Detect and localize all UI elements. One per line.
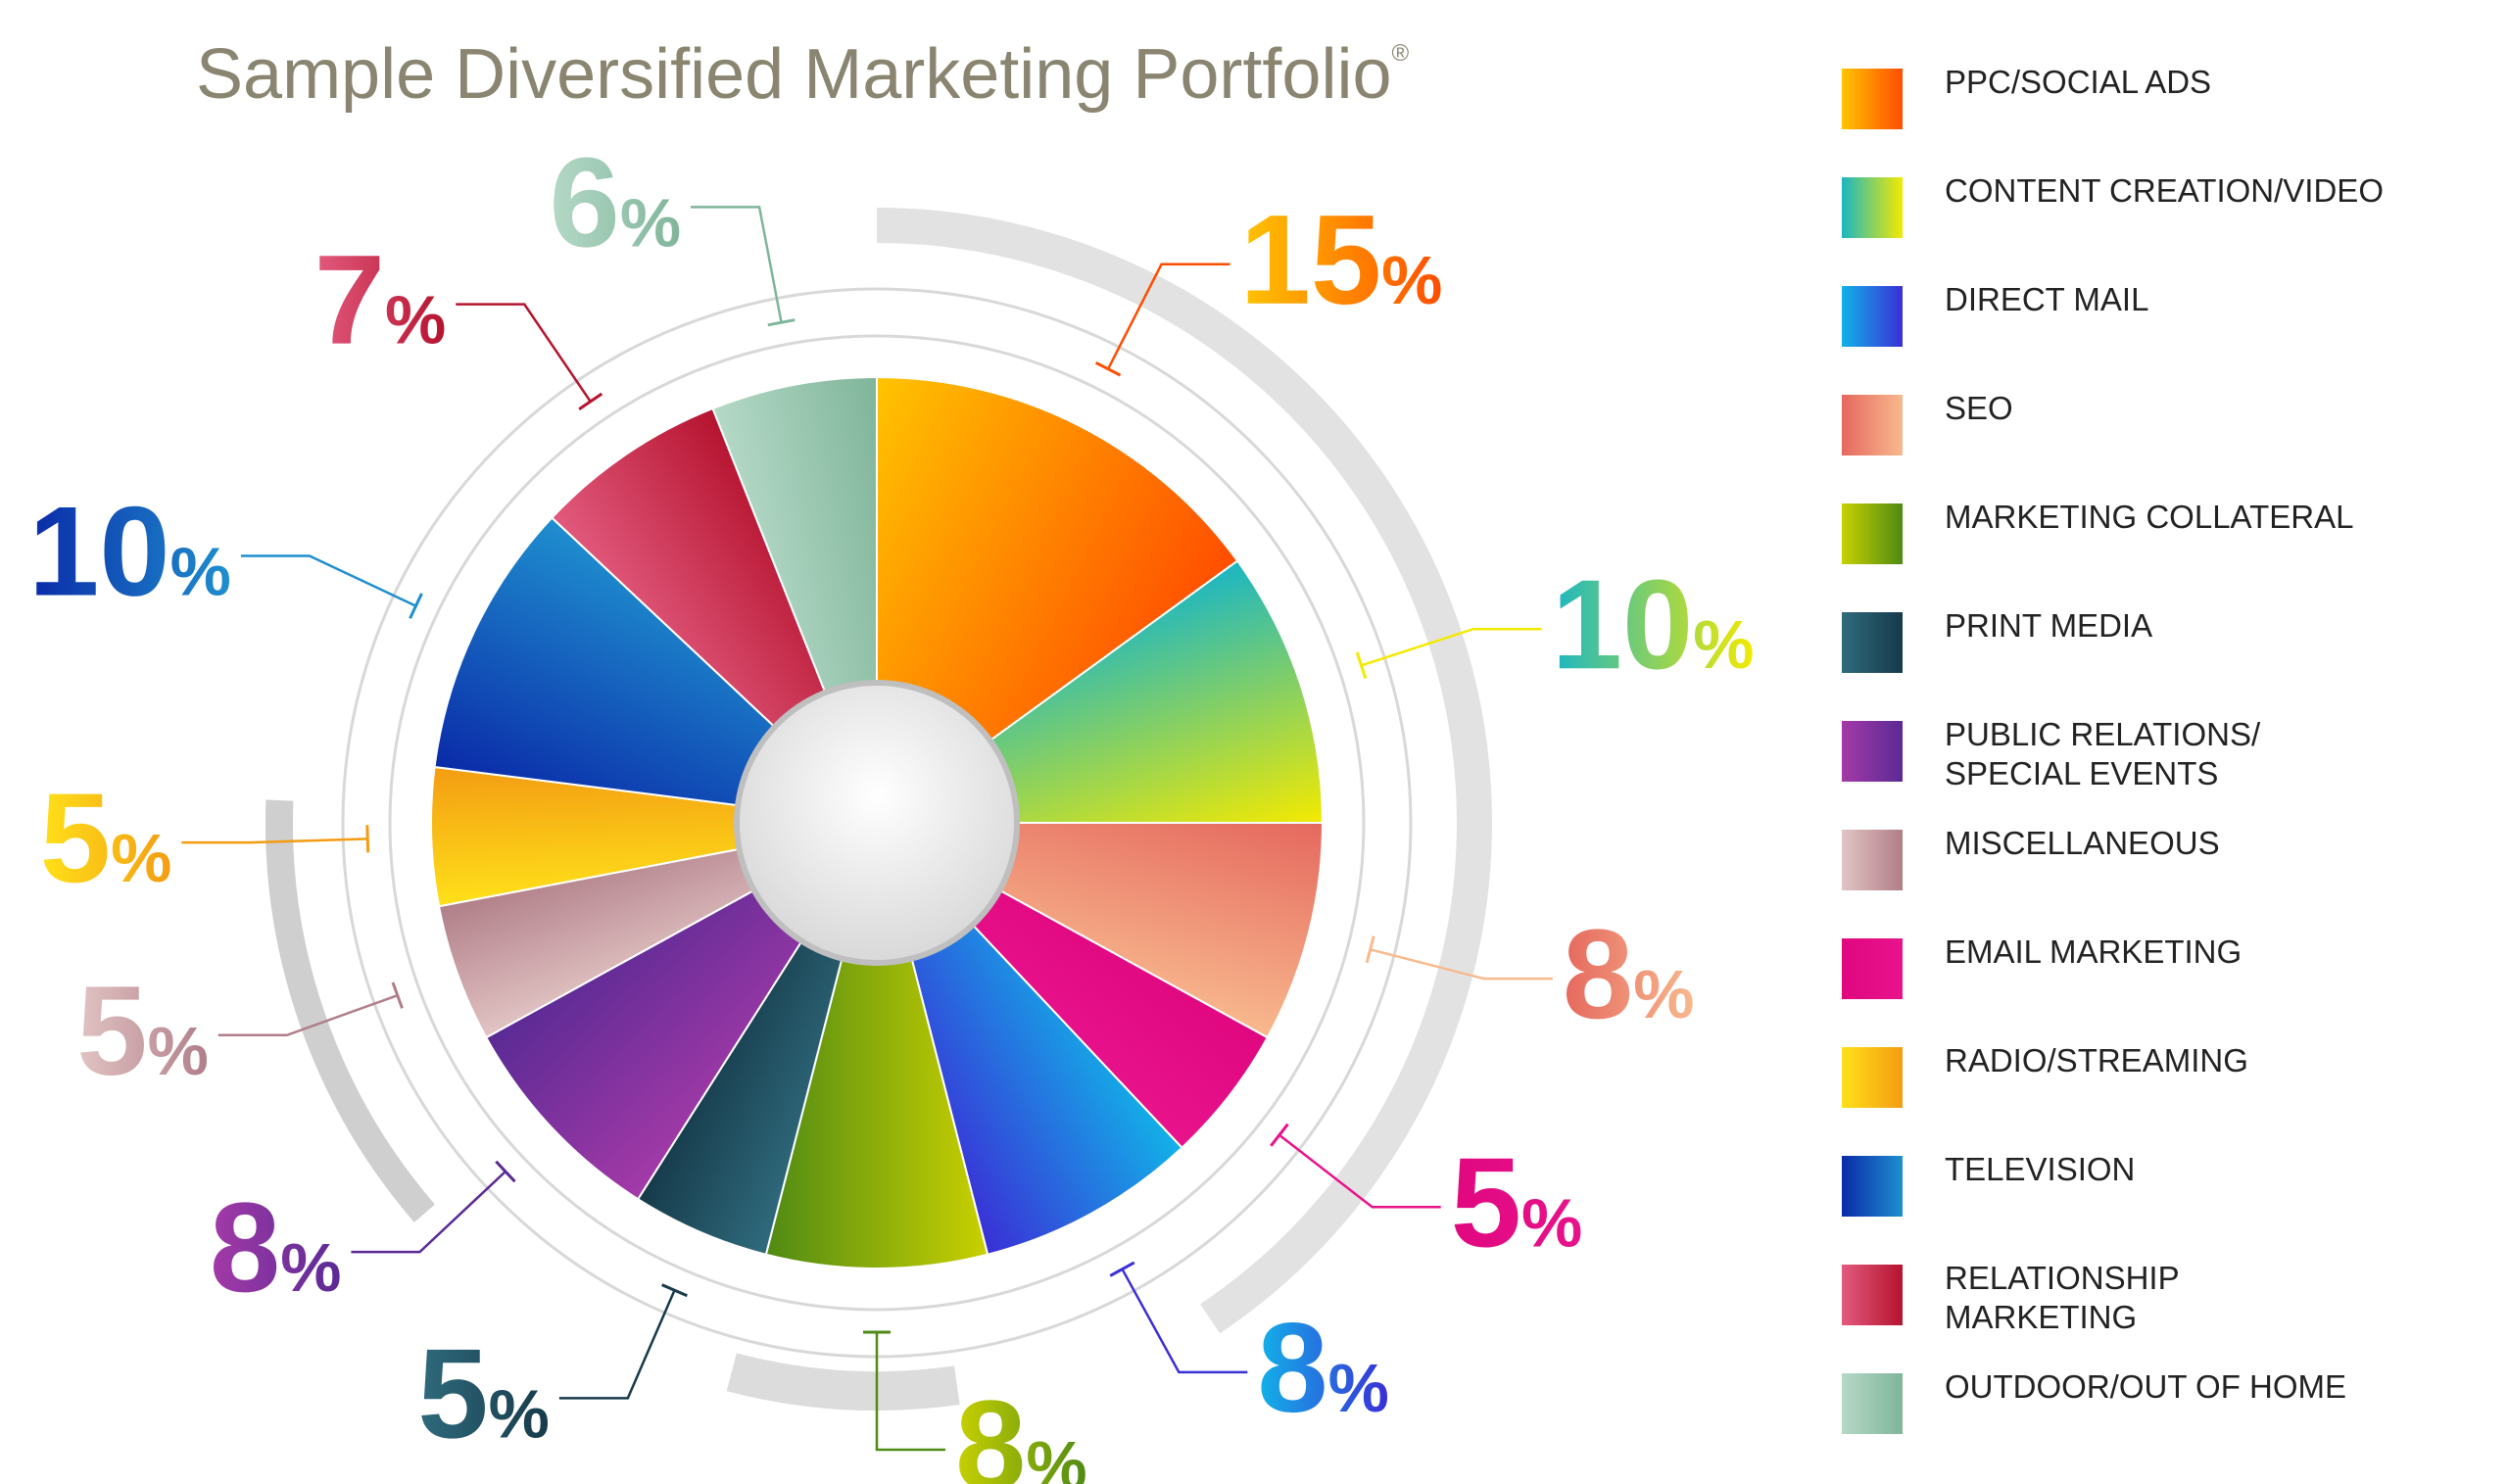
legend-label: OUTDOOR/OUT OF HOME: [1945, 1368, 2347, 1405]
callout-line: [1106, 263, 1230, 370]
legend-label: PUBLIC RELATIONS/ SPECIAL EVENTS: [1945, 716, 2261, 791]
legend-swatch: [1842, 830, 1903, 890]
chart-title: Sample Diversified Marketing Portfolio®: [196, 35, 1409, 114]
callout-value-content-creation-video: 10%: [1552, 552, 1755, 695]
callout-value-print-media: 5%: [417, 1321, 550, 1464]
legend-swatch: [1842, 503, 1903, 564]
legend-label: SEO: [1945, 390, 2013, 426]
decor-arc: [876, 208, 1492, 1334]
legend-swatch: [1842, 395, 1903, 455]
callout-value-direct-mail: 8%: [1257, 1296, 1389, 1439]
callout-line: [240, 554, 417, 607]
callout-line: [351, 1171, 506, 1254]
title-registered-mark: ®: [1391, 40, 1409, 67]
callout-value-relationship-marketing: 7%: [314, 228, 447, 371]
legend-swatch: [1842, 1047, 1903, 1108]
callout-tick: [391, 981, 404, 1009]
callout-value-email-marketing: 5%: [1451, 1130, 1583, 1273]
slice-ppc-social-ads: [876, 375, 1239, 825]
center-hub: [734, 680, 1020, 966]
callout-value-seo: 8%: [1563, 902, 1695, 1045]
legend-swatch: [1842, 69, 1903, 129]
legend-label: PPC/SOCIAL ADS: [1945, 64, 2212, 100]
callout-value-outdoor-out-of-home: 6%: [550, 130, 682, 273]
legend-swatch: [1842, 721, 1903, 782]
callout-line: [1370, 948, 1553, 981]
callout-line: [217, 993, 399, 1037]
legend-swatch: [1842, 286, 1903, 347]
callout-line: [1278, 1133, 1441, 1209]
decor-arc: [265, 799, 435, 1222]
pie-chart: Sample Diversified Marketing Portfolio® …: [28, 35, 1754, 1484]
legend-swatch: [1842, 1156, 1903, 1217]
legend-swatch: [1842, 612, 1903, 673]
callout-line: [181, 838, 368, 844]
callout-line: [875, 1332, 945, 1452]
callout-value-miscellaneous: 5%: [76, 959, 209, 1102]
legend-swatch: [1842, 1265, 1903, 1325]
decor-arc: [726, 1353, 960, 1411]
callout-line: [1361, 627, 1542, 667]
callout-line: [691, 206, 783, 323]
legend-label: EMAIL MARKETING: [1945, 933, 2243, 970]
chart-title-text: Sample Diversified Marketing Portfolio: [196, 35, 1391, 114]
legend-label: TELEVISION: [1945, 1151, 2136, 1187]
slice-radio-streaming: [430, 765, 878, 908]
ring-inner: [388, 334, 1366, 1312]
legend-label: RADIO/STREAMING: [1945, 1042, 2248, 1078]
callout-tick: [578, 392, 603, 411]
legend-label: RELATIONSHIP MARKETING: [1945, 1260, 2180, 1335]
callout-value-marketing-collateral: 8%: [955, 1373, 1087, 1484]
callout-value-public-relations-special-events: 8%: [210, 1175, 342, 1318]
legend-label: DIRECT MAIL: [1945, 281, 2149, 317]
legend-label: CONTENT CREATION/VIDEO: [1945, 172, 2384, 209]
hub-disc: [740, 686, 1014, 960]
slice-marketing-collateral: [764, 822, 989, 1269]
callout-value-television: 10%: [28, 480, 231, 623]
legend-swatch: [1842, 177, 1903, 238]
legend-label: MISCELLANEOUS: [1945, 825, 2220, 861]
callout-value-ppc-social-ads: 15%: [1240, 188, 1443, 331]
decorative-rings: [265, 208, 1492, 1411]
legend-label: MARKETING COLLATERAL: [1945, 499, 2354, 535]
callout-line: [1121, 1269, 1248, 1374]
callout-value-radio-streaming: 5%: [40, 766, 172, 909]
callout-tick: [1355, 651, 1368, 680]
legend-label: PRINT MEDIA: [1945, 607, 2153, 644]
legend-swatch: [1842, 938, 1903, 999]
value-callouts: 15%10%8%5%8%8%5%8%5%5%10%7%6%: [28, 130, 1754, 1484]
callout-line: [456, 303, 592, 403]
legend-swatch: [1842, 1373, 1903, 1434]
callout-line: [558, 1289, 676, 1400]
